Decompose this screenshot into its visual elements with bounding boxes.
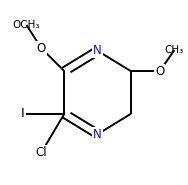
Text: CH₃: CH₃	[165, 45, 184, 55]
Text: O: O	[155, 65, 164, 78]
Text: N: N	[93, 128, 102, 141]
Text: OCH₃: OCH₃	[13, 20, 40, 30]
Text: I: I	[21, 107, 25, 120]
Text: O: O	[37, 42, 46, 55]
Text: Cl: Cl	[36, 146, 47, 159]
Text: N: N	[93, 44, 102, 57]
